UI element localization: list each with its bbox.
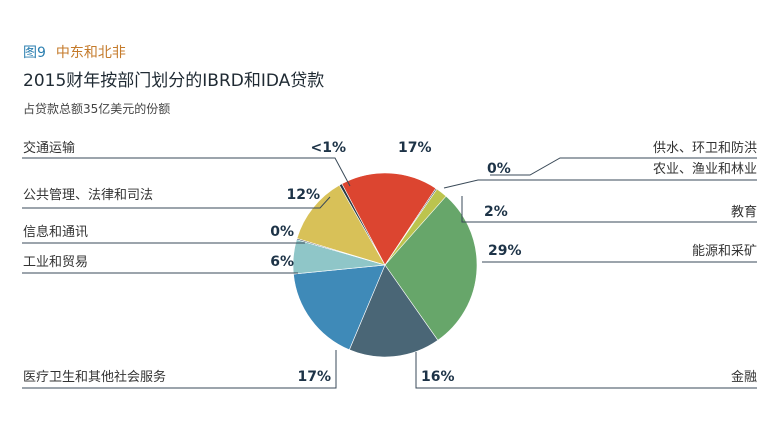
leader-line-8 (490, 157, 757, 176)
value-label-1: 16% (421, 369, 455, 385)
figure-region: 中东和北非 (55, 45, 126, 61)
category-label-5: 公共管理、法律和司法 (23, 188, 153, 203)
value-label-7: 17% (398, 140, 432, 156)
value-label-6: <1% (311, 140, 347, 156)
leader-line-7 (443, 179, 757, 189)
leader-line-6 (461, 196, 757, 223)
pie-slice-9 (384, 188, 447, 266)
slice-labels: 能源和采矿 29% 金融 16% 医疗卫生和其他社会服务 17% 工业和贸易 6% 信息和通讯 0… (23, 140, 757, 385)
category-label-3: 工业和贸易 (23, 255, 88, 270)
category-label-1: 金融 (731, 369, 757, 385)
value-label-4: 0% (270, 224, 294, 240)
leader-line-1 (22, 196, 331, 209)
pie-slice-0 (384, 194, 478, 341)
category-label-7: 供水、环卫和防洪 (653, 140, 757, 156)
chart-subtitle: 占贷款总额35亿美元的份额 (23, 102, 171, 116)
category-label-0: 能源和采矿 (692, 244, 757, 259)
chart-title: 2015财年按部门划分的IBRD和IDA贷款 (23, 71, 325, 91)
value-label-3: 6% (270, 254, 294, 270)
figure-number: 图9 (23, 45, 46, 61)
category-label-9: 教育 (731, 204, 757, 220)
figure-label: 图9 中东和北非 (23, 42, 126, 62)
category-label-8: 农业、渔业和林业 (653, 162, 757, 177)
value-label-0: 29% (488, 243, 522, 259)
leader-lines (22, 157, 757, 389)
category-label-6: 交通运输 (23, 140, 75, 156)
value-label-2: 17% (297, 369, 331, 385)
leader-line-5 (415, 352, 757, 389)
leader-line-0 (22, 157, 351, 187)
value-label-8: 0% (487, 161, 511, 177)
value-label-5: 12% (286, 187, 320, 203)
category-label-4: 信息和通讯 (23, 224, 88, 240)
pie-slice-1 (348, 264, 439, 358)
leader-line-4 (22, 350, 337, 389)
category-label-2: 医疗卫生和其他社会服务 (23, 369, 166, 385)
value-label-9: 2% (484, 204, 508, 220)
pie-slices (292, 172, 478, 358)
pie-slice-2 (293, 264, 386, 351)
